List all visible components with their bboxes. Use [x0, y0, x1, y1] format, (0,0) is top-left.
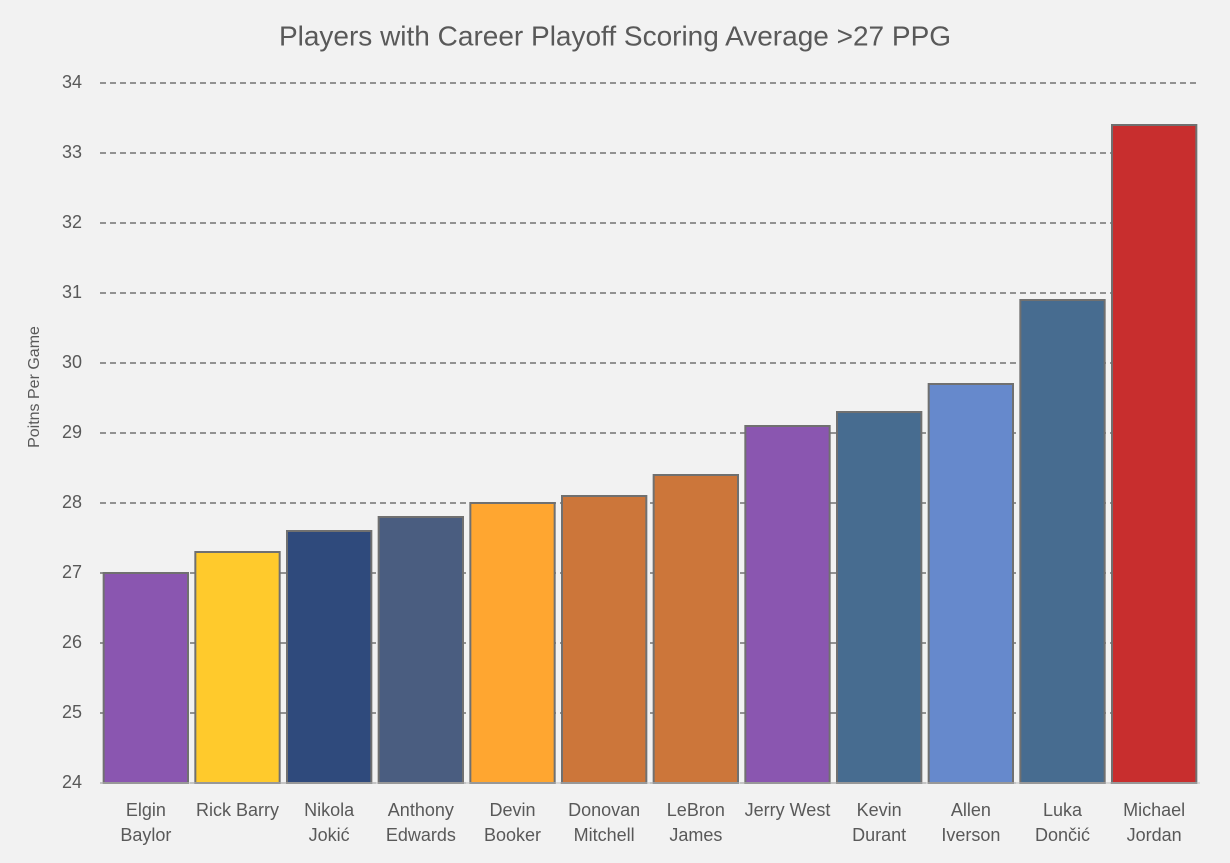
x-tick-label: Allen Iverson [941, 800, 1001, 845]
bar [652, 474, 740, 784]
x-tick-label: Luka Dončić [1034, 800, 1090, 845]
bar [377, 516, 464, 784]
y-tick-label: 31 [62, 282, 82, 302]
y-tick-label: 32 [62, 212, 82, 232]
bar [1019, 299, 1106, 784]
y-axis-label: Poitns Per Game [26, 326, 43, 448]
y-tick-label: 33 [62, 142, 82, 162]
bar [1111, 124, 1198, 784]
bar [102, 572, 189, 784]
bar [744, 425, 831, 784]
x-tick-label: LeBron James [666, 800, 725, 845]
x-tick-label: Elgin Baylor [120, 800, 172, 845]
y-tick-label: 28 [62, 492, 82, 512]
bar [927, 383, 1015, 784]
chart-title: Players with Career Playoff Scoring Aver… [279, 20, 951, 51]
x-tick-label: Nikola Jokić [304, 800, 355, 845]
bar [561, 495, 648, 784]
x-tick-label: Rick Barry [195, 800, 279, 820]
x-tick-label: Kevin Durant [852, 800, 907, 845]
bar [469, 502, 556, 784]
x-tick-label: Jerry West [744, 800, 831, 820]
y-tick-label: 34 [62, 72, 82, 92]
y-tick-label: 26 [62, 632, 82, 652]
x-tick-label: Donovan Mitchell [568, 800, 641, 845]
bar [194, 551, 281, 784]
y-tick-label: 30 [62, 352, 82, 372]
x-tick-label: Michael Jordan [1123, 800, 1186, 845]
y-tick-label: 29 [62, 422, 82, 442]
x-tick-label: Devin Booker [483, 800, 541, 845]
y-tick-label: 25 [62, 702, 82, 722]
x-tick-label: Anthony Edwards [385, 800, 456, 845]
bar [286, 530, 373, 784]
y-tick-label: 24 [62, 772, 82, 792]
bar [836, 411, 923, 784]
y-tick-label: 27 [62, 562, 82, 582]
